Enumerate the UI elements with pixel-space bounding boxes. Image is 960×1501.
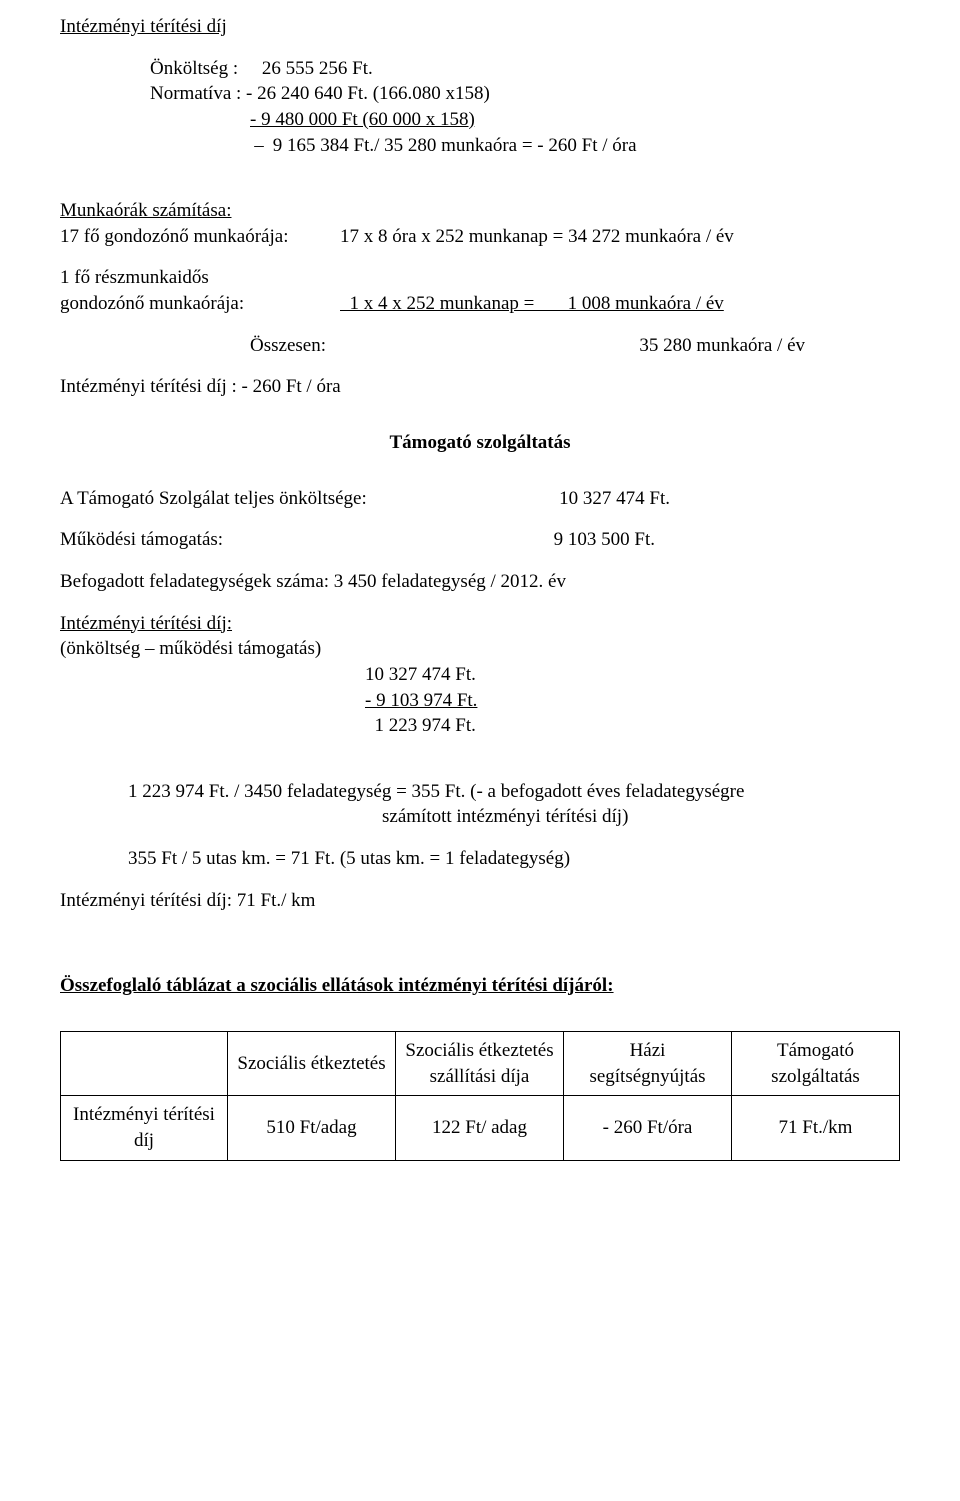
tamogato-row2: Működési támogatás: 9 103 500 Ft. [60,527,900,553]
tamogato-row2-left: Működési támogatás: [60,527,223,553]
para1a: 1 223 974 Ft. / 3450 feladategység = 355… [60,779,900,805]
summary-col-3: Házi segítségnyújtás [564,1032,732,1096]
munkaorak-title: Munkaórák számítása: [60,198,900,224]
line4: – 9 165 384 Ft./ 35 280 munkaóra = - 260… [60,133,900,159]
summary-cell-3: - 260 Ft/óra [564,1096,732,1160]
osszesen-value: 35 280 munkaóra / év [639,333,805,359]
row2-left1: 1 fő részmunkaidős [60,265,900,291]
summary-cell-4: 71 Ft./km [732,1096,900,1160]
calc1: 10 327 474 Ft. [365,662,900,688]
row1-right: 17 x 8 óra x 252 munkanap = 34 272 munka… [340,224,900,250]
tamogato-row1-left: A Támogató Szolgálat teljes önköltsége: [60,486,367,512]
munkaorak-result: Intézményi térítési díj : - 260 Ft / óra [60,374,900,400]
summary-header-row: Szociális étkeztetés Szociális étkezteté… [61,1032,900,1096]
tamogato-row1-right: 10 327 474 Ft. [559,486,670,512]
summary-cell-2: 122 Ft/ adag [396,1096,564,1160]
summary-col-2: Szociális étkeztetés szállítási díja [396,1032,564,1096]
tamogato-heading: Támogató szolgáltatás [60,430,900,456]
summary-cell-1: 510 Ft/adag [228,1096,396,1160]
para1b: számított intézményi térítési díj) [60,804,900,830]
document-page: Intézményi térítési díj Önköltség : 26 5… [0,0,960,1201]
calc3: 1 223 974 Ft. [365,713,900,739]
normativa-line: Normatíva : - 26 240 640 Ft. (166.080 x1… [60,81,900,107]
calc2: - 9 103 974 Ft. [365,688,900,714]
summary-col-0 [61,1032,228,1096]
onkoltseg-label: Önköltség : [150,58,238,79]
dash-bullet: – [250,133,268,159]
line3: - 9 480 000 Ft (60 000 x 158) [60,107,900,133]
onk-minus-line: (önköltség – működési támogatás) [60,636,900,662]
munkaorak-row2: gondozónő munkaórája: 1 x 4 x 252 munkan… [60,291,900,317]
tamogato-result: Intézményi térítési díj: 71 Ft./ km [60,888,900,914]
summary-col-4: Támogató szolgáltatás [732,1032,900,1096]
row2-right: 1 x 4 x 252 munkanap = 1 008 munkaóra / … [340,291,900,317]
summary-table: Szociális étkeztetés Szociális étkezteté… [60,1031,900,1161]
tamogato-row1: A Támogató Szolgálat teljes önköltsége: … [60,486,900,512]
onkoltseg-value: 26 555 256 Ft. [262,58,373,79]
munkaorak-row1: 17 fő gondozónő munkaórája: 17 x 8 óra x… [60,224,900,250]
osszesen-row: Összesen: 35 280 munkaóra / év [60,333,900,359]
para2: 355 Ft / 5 utas km. = 71 Ft. (5 utas km.… [60,846,900,872]
befogadott-line: Befogadott feladategységek száma: 3 450 … [60,569,900,595]
osszesen-label: Összesen: [250,333,326,359]
summary-title: Összefoglaló táblázat a szociális ellátá… [60,973,900,999]
summary-data-row: Intézményi térítési díj 510 Ft/adag 122 … [61,1096,900,1160]
tamogato-row2-right: 9 103 500 Ft. [554,527,655,553]
summary-col-1: Szociális étkeztetés [228,1032,396,1096]
onkoltseg-line: Önköltség : 26 555 256 Ft. [60,56,900,82]
normativa-label: Normatíva : [150,83,241,104]
summary-row-label: Intézményi térítési díj [61,1096,228,1160]
calc-block: 10 327 474 Ft. - 9 103 974 Ft. 1 223 974… [60,662,900,739]
row2-left2: gondozónő munkaórája: [60,291,340,317]
section1-title: Intézményi térítési díj [60,14,900,40]
row1-left: 17 fő gondozónő munkaórája: [60,224,340,250]
normativa-value: - 26 240 640 Ft. (166.080 x158) [246,83,490,104]
int-dij-label: Intézményi térítési díj: [60,611,900,637]
